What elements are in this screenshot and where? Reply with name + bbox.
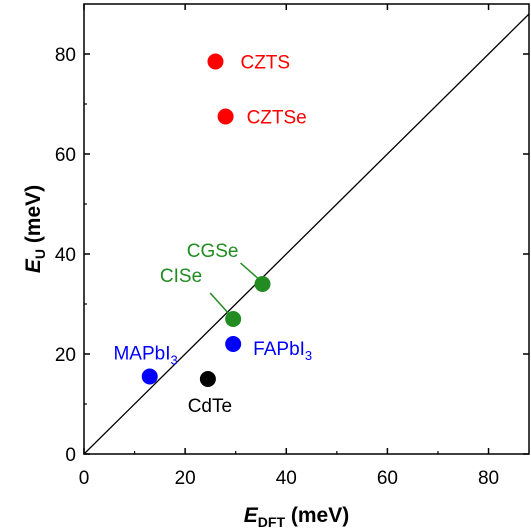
point-label: CGSe [187, 241, 239, 262]
x-tick-label: 0 [79, 468, 90, 489]
x-tick-label: 40 [276, 468, 297, 489]
point-labels: CZTS CZTSe CGSe CISe FAPbI3 MAPbI3 CdTe [113, 53, 312, 418]
point-label: CZTS [240, 53, 290, 74]
plot-frame [83, 3, 530, 455]
data-point [217, 108, 234, 125]
y-tick-label: 80 [55, 45, 76, 66]
y-tick-label: 0 [65, 445, 76, 466]
data-point [141, 368, 158, 385]
x-tick-label: 60 [377, 468, 398, 489]
axes: 0 20 40 60 80 0 20 40 60 80 EDFT (meV) EU (meV) [22, 3, 530, 530]
data-point [199, 371, 216, 387]
reference-line-group [83, 13, 530, 455]
data-point [207, 53, 224, 70]
leader-line [209, 292, 229, 314]
point-label: CISe [160, 266, 202, 287]
reference-line [83, 13, 530, 455]
y-tick-label: 60 [55, 145, 76, 166]
y-axis-label: EU (meV) [22, 185, 48, 273]
y-tick-label: 40 [55, 245, 76, 266]
x-axis-label: EDFT (meV) [244, 504, 349, 530]
x-tick-label: 20 [175, 468, 196, 489]
data-points [141, 53, 271, 387]
data-point [225, 311, 242, 327]
point-label: FAPbI3 [253, 339, 312, 363]
point-label: CdTe [188, 396, 232, 417]
point-label: CZTSe [247, 108, 307, 129]
x-tick-label: 80 [478, 468, 499, 489]
point-label: MAPbI3 [113, 344, 177, 368]
y-tick-label: 20 [55, 345, 76, 366]
data-point [225, 336, 242, 352]
data-point [254, 276, 271, 292]
leader-line [240, 262, 259, 279]
